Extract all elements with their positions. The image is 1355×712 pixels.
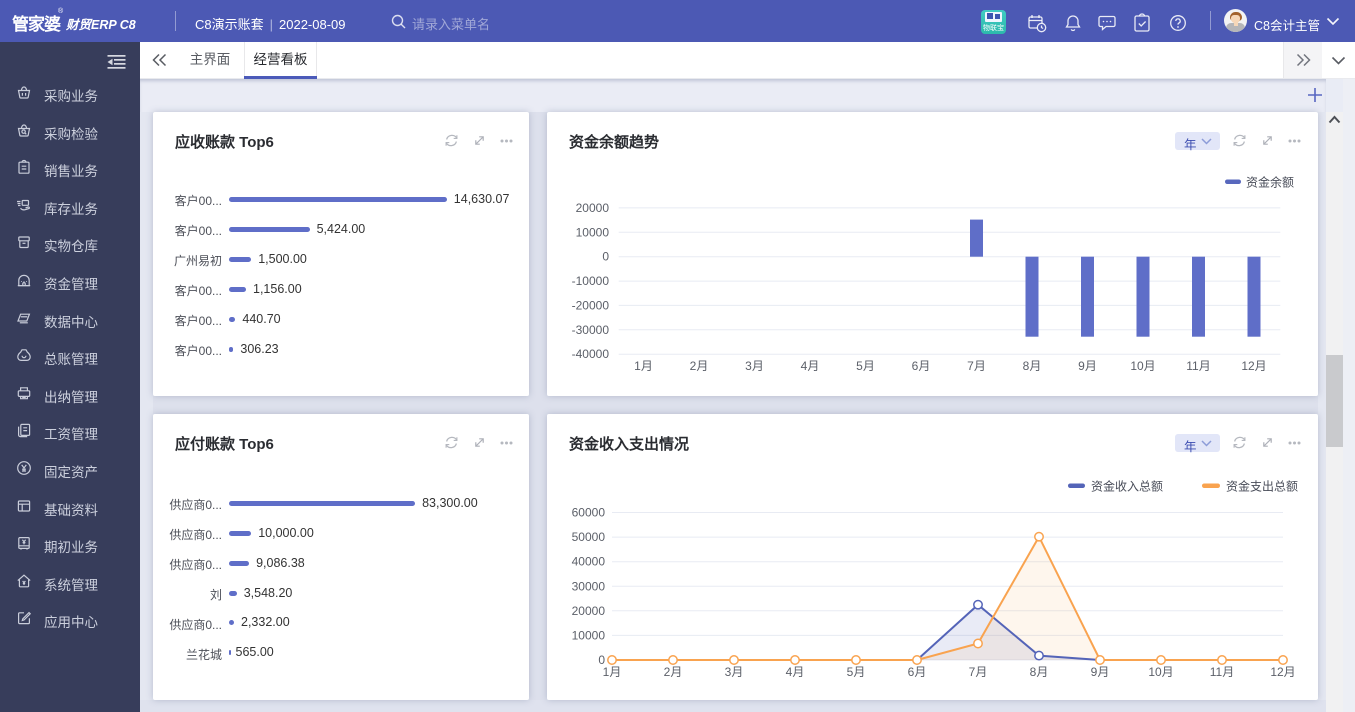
svg-text:10000: 10000 bbox=[572, 628, 606, 642]
svg-text:30000: 30000 bbox=[572, 579, 606, 593]
svg-text:5月: 5月 bbox=[847, 665, 866, 679]
svg-text:50000: 50000 bbox=[572, 530, 606, 544]
svg-text:7月: 7月 bbox=[969, 665, 988, 679]
svg-text:资金收入总额: 资金收入总额 bbox=[1091, 479, 1163, 494]
svg-text:3月: 3月 bbox=[725, 665, 744, 679]
svg-text:11月: 11月 bbox=[1186, 359, 1210, 373]
svg-text:-10000: -10000 bbox=[572, 274, 610, 288]
svg-text:2月: 2月 bbox=[690, 359, 709, 373]
svg-text:6月: 6月 bbox=[912, 359, 931, 373]
svg-text:2月: 2月 bbox=[664, 665, 683, 679]
svg-text:-30000: -30000 bbox=[572, 323, 610, 337]
svg-text:1月: 1月 bbox=[634, 359, 653, 373]
svg-text:0: 0 bbox=[598, 653, 605, 667]
svg-text:10月: 10月 bbox=[1148, 665, 1173, 679]
svg-text:9月: 9月 bbox=[1078, 359, 1097, 373]
svg-text:20000: 20000 bbox=[572, 604, 606, 618]
svg-text:10000: 10000 bbox=[576, 225, 610, 239]
svg-text:8月: 8月 bbox=[1030, 665, 1049, 679]
svg-text:7月: 7月 bbox=[967, 359, 986, 373]
svg-text:-20000: -20000 bbox=[572, 298, 610, 312]
svg-text:0: 0 bbox=[602, 250, 609, 264]
svg-text:40000: 40000 bbox=[572, 555, 606, 569]
svg-text:10月: 10月 bbox=[1130, 359, 1155, 373]
svg-text:-40000: -40000 bbox=[572, 347, 610, 361]
svg-text:8月: 8月 bbox=[1023, 359, 1042, 373]
svg-text:5月: 5月 bbox=[856, 359, 875, 373]
svg-text:20000: 20000 bbox=[576, 201, 610, 215]
svg-text:12月: 12月 bbox=[1270, 665, 1295, 679]
svg-text:资金支出总额: 资金支出总额 bbox=[1226, 479, 1298, 494]
svg-text:3月: 3月 bbox=[745, 359, 764, 373]
svg-text:4月: 4月 bbox=[786, 665, 805, 679]
svg-text:11月: 11月 bbox=[1210, 665, 1234, 679]
svg-text:12月: 12月 bbox=[1241, 359, 1266, 373]
svg-text:9月: 9月 bbox=[1091, 665, 1110, 679]
svg-text:1月: 1月 bbox=[603, 665, 622, 679]
svg-text:60000: 60000 bbox=[572, 506, 606, 520]
svg-text:4月: 4月 bbox=[801, 359, 820, 373]
svg-text:6月: 6月 bbox=[908, 665, 927, 679]
svg-text:资金余额: 资金余额 bbox=[1246, 175, 1294, 190]
